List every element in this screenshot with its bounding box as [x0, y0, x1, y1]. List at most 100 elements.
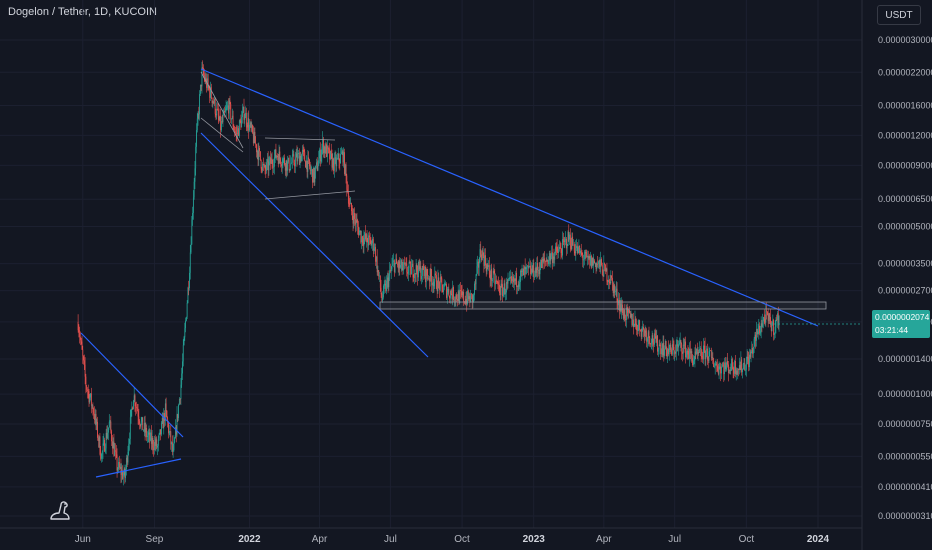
- candle-body: [298, 152, 299, 155]
- candle-body: [550, 255, 552, 261]
- candle-body: [594, 263, 596, 264]
- candle-body: [614, 285, 616, 292]
- candle-body: [221, 121, 223, 123]
- candle-body: [735, 370, 737, 375]
- candle-body: [296, 153, 298, 162]
- candle-body: [566, 245, 568, 249]
- candle-body: [194, 168, 196, 182]
- wedge-lower-line: [200, 132, 429, 358]
- currency-button[interactable]: USDT: [877, 5, 921, 25]
- candle-body: [315, 165, 317, 172]
- candle-body: [220, 116, 222, 131]
- candle-body: [400, 260, 402, 266]
- candle-body: [746, 356, 748, 362]
- candle-body: [654, 333, 655, 345]
- candle-body: [94, 413, 95, 420]
- candle-body: [685, 351, 687, 358]
- candle-body: [505, 292, 507, 295]
- candle-body: [525, 267, 527, 270]
- candle-body: [312, 168, 314, 183]
- candle-body: [225, 108, 227, 111]
- candle-body: [343, 152, 345, 163]
- candle-body: [487, 264, 489, 268]
- candle-body: [429, 268, 431, 282]
- candle-body: [707, 359, 709, 361]
- y-tick-label: 0.0000003500: [878, 259, 932, 269]
- candle-body: [629, 310, 630, 313]
- candle-body: [249, 124, 250, 131]
- candle-body: [659, 344, 661, 346]
- candle-body: [530, 268, 532, 275]
- candle-body: [729, 369, 731, 371]
- candle-body: [299, 155, 301, 165]
- candle-body: [741, 359, 743, 373]
- candle-body: [484, 255, 486, 266]
- candle-body: [735, 361, 736, 375]
- candle-body: [326, 145, 328, 157]
- candle-body: [302, 149, 303, 155]
- candle-body: [267, 159, 269, 171]
- candle-body: [679, 340, 681, 344]
- tradingview-logo-icon[interactable]: [47, 497, 73, 523]
- candle-body: [384, 283, 386, 286]
- candle-body: [168, 422, 169, 434]
- candle-body: [317, 166, 319, 171]
- candle-body: [90, 393, 92, 406]
- candle-body: [354, 218, 356, 225]
- grid: [0, 0, 862, 528]
- candle-body: [435, 273, 436, 276]
- candle-body: [425, 269, 427, 283]
- candle-body: [588, 256, 590, 259]
- candle-body: [93, 411, 95, 414]
- candle-body: [215, 113, 217, 116]
- candle-body: [512, 276, 514, 282]
- candle-body: [652, 335, 654, 343]
- candle-body: [245, 112, 247, 125]
- candle-body: [618, 299, 620, 311]
- candle-body: [442, 284, 444, 293]
- candle-body: [404, 262, 405, 265]
- candle-body: [150, 432, 151, 441]
- candle-body: [359, 230, 361, 232]
- candle-body: [599, 260, 601, 267]
- candle-body: [606, 268, 608, 282]
- candle-body: [518, 284, 520, 287]
- candle-body: [122, 475, 124, 479]
- candle-body: [745, 361, 747, 370]
- candle-body: [130, 409, 132, 418]
- candle-body: [245, 112, 246, 118]
- candle-body: [196, 130, 197, 147]
- candle-body: [238, 128, 239, 136]
- candle-body: [742, 363, 744, 370]
- candle-body: [411, 266, 412, 275]
- candle-body: [582, 254, 584, 260]
- candle-body: [393, 260, 395, 273]
- candle-body: [134, 395, 136, 407]
- candle-body: [148, 432, 150, 435]
- candle-body: [233, 126, 235, 130]
- candle-body: [690, 351, 692, 354]
- candle-body: [398, 261, 400, 269]
- candle-body: [611, 277, 613, 283]
- candle-body: [515, 272, 517, 281]
- candle-body: [287, 161, 289, 171]
- candle-body: [349, 203, 351, 205]
- candle-body: [627, 308, 629, 313]
- candle-body: [118, 461, 120, 468]
- candle-body: [431, 276, 433, 286]
- candle-body: [216, 108, 218, 116]
- last-price-value: 0.0000002074: [875, 312, 930, 322]
- candle-body: [626, 307, 627, 321]
- candle-body: [101, 454, 102, 459]
- candle-body: [301, 154, 303, 162]
- candle-body: [664, 340, 666, 349]
- candle-body: [486, 264, 488, 272]
- candle-body: [125, 457, 127, 470]
- candle-body: [648, 331, 650, 338]
- candle-body: [350, 203, 352, 205]
- candle-body: [164, 413, 165, 421]
- candle-body: [573, 244, 574, 246]
- candle-body: [316, 162, 317, 166]
- candle-body: [342, 151, 344, 163]
